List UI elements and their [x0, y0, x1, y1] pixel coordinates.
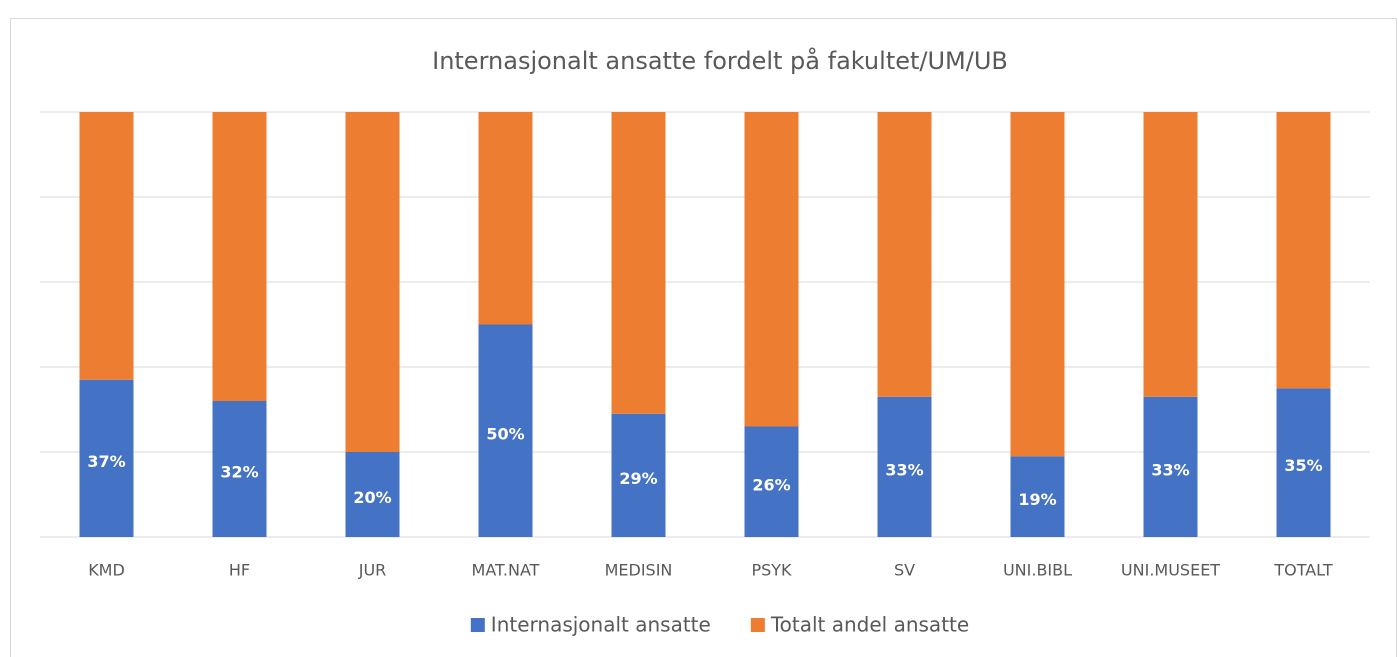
- chart-title: Internasjonalt ansatte fordelt på fakult…: [432, 46, 1008, 75]
- legend-swatch: [470, 618, 485, 632]
- data-label: 20%: [353, 488, 391, 507]
- bar-segment: [877, 396, 932, 537]
- x-tick-label: KMD: [88, 561, 125, 580]
- bar-segment: [212, 112, 267, 401]
- bar-segment: [478, 112, 533, 325]
- data-label: 37%: [87, 452, 125, 471]
- x-tick-label: JUR: [358, 561, 387, 580]
- bar-segment: [345, 112, 400, 452]
- bar-segment: [1010, 112, 1065, 457]
- x-tick-label: PSYK: [751, 561, 792, 580]
- x-tick-label: TOTALT: [1273, 561, 1333, 580]
- bar-segment: [79, 379, 134, 537]
- data-label: 33%: [885, 460, 923, 479]
- legend-label: Totalt andel ansatte: [770, 613, 969, 637]
- x-tick-label: UNI.MUSEET: [1121, 561, 1220, 580]
- bar-segment: [79, 112, 134, 380]
- bar-segment: [744, 112, 799, 427]
- bar-segment: [1276, 388, 1331, 537]
- bar-segment: [744, 426, 799, 537]
- x-tick-label: UNI.BIBL: [1003, 561, 1072, 580]
- data-label: 19%: [1018, 490, 1056, 509]
- data-label: 33%: [1151, 460, 1189, 479]
- bar-segment: [478, 324, 533, 537]
- data-label: 35%: [1284, 456, 1322, 475]
- bar-segment: [1143, 112, 1198, 397]
- data-label: 26%: [752, 475, 790, 494]
- bar-segment: [611, 413, 666, 537]
- bar-segment: [1143, 396, 1198, 537]
- x-tick-label: HF: [229, 561, 250, 580]
- bar-segment: [877, 112, 932, 397]
- data-label: 32%: [220, 463, 258, 482]
- bar-segment: [1010, 456, 1065, 537]
- bar-segment: [1276, 112, 1331, 389]
- bar-segment: [611, 112, 666, 414]
- bar-segment: [212, 401, 267, 537]
- legend-label: Internasjonalt ansatte: [491, 613, 711, 637]
- x-tick-label: MAT.NAT: [472, 561, 540, 580]
- data-label: 50%: [486, 424, 524, 443]
- legend-swatch: [750, 618, 765, 632]
- x-tick-label: MEDISIN: [605, 561, 673, 580]
- bar-segment: [345, 452, 400, 537]
- x-tick-label: SV: [894, 561, 915, 580]
- data-label: 29%: [619, 469, 657, 488]
